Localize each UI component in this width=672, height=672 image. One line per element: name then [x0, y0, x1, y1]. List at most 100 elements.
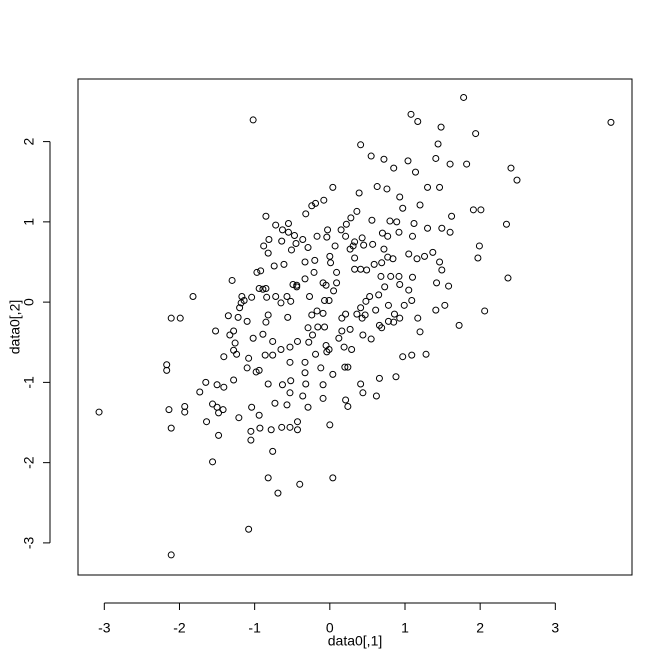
point: [319, 394, 327, 402]
point: [607, 118, 615, 126]
point: [344, 402, 352, 410]
point: [358, 234, 366, 242]
point: [359, 331, 367, 339]
x-tick-label: -2: [173, 620, 186, 636]
point: [357, 380, 365, 388]
point: [384, 232, 392, 240]
point: [396, 314, 404, 322]
y-tick-label: 1: [21, 218, 37, 226]
point: [362, 297, 370, 305]
point: [319, 309, 327, 317]
point: [286, 423, 294, 431]
point: [301, 358, 309, 366]
point: [351, 238, 359, 246]
point: [274, 489, 282, 497]
point: [378, 324, 386, 332]
point: [306, 293, 314, 301]
point: [278, 226, 286, 234]
x-tick-label: -1: [248, 620, 261, 636]
point: [293, 426, 301, 434]
point: [308, 202, 316, 210]
point: [278, 381, 286, 389]
point: [230, 327, 238, 335]
point: [421, 252, 429, 260]
point: [261, 351, 269, 359]
point: [286, 358, 294, 366]
point: [407, 110, 415, 118]
point: [412, 168, 420, 176]
point: [267, 426, 275, 434]
point: [215, 409, 223, 417]
point: [335, 334, 343, 342]
point: [323, 348, 331, 356]
point: [293, 418, 301, 426]
point: [167, 551, 175, 559]
x-tick-label: 2: [476, 620, 484, 636]
point: [326, 252, 334, 260]
point: [228, 276, 236, 284]
point: [226, 331, 234, 339]
point: [353, 310, 361, 318]
point: [390, 318, 398, 326]
point: [325, 345, 333, 353]
point: [176, 314, 184, 322]
point: [463, 160, 471, 168]
point: [331, 242, 339, 250]
point: [326, 421, 334, 429]
point: [383, 185, 391, 193]
point: [330, 287, 338, 295]
point: [395, 228, 403, 236]
point: [372, 306, 380, 314]
point: [378, 229, 386, 237]
point: [424, 183, 432, 191]
point: [377, 272, 385, 280]
point: [348, 345, 356, 353]
point: [390, 310, 398, 318]
point: [290, 232, 298, 240]
point: [346, 325, 354, 333]
point: [504, 274, 512, 282]
point: [302, 380, 310, 388]
point: [233, 350, 241, 358]
point: [429, 248, 437, 256]
point: [399, 353, 407, 361]
point: [309, 331, 317, 339]
point: [502, 220, 510, 228]
point: [375, 291, 383, 299]
point: [434, 140, 442, 148]
point: [312, 350, 320, 358]
point: [277, 299, 285, 307]
point: [220, 353, 228, 361]
point: [404, 157, 412, 165]
point: [313, 307, 321, 315]
point: [212, 327, 220, 335]
point: [405, 250, 413, 258]
point: [319, 381, 327, 389]
point: [293, 281, 301, 289]
point: [220, 383, 228, 391]
point: [196, 388, 204, 396]
point: [363, 266, 371, 274]
point: [264, 380, 272, 388]
point: [249, 334, 257, 342]
point: [386, 217, 394, 225]
point: [469, 206, 477, 214]
point: [338, 327, 346, 335]
point: [367, 152, 375, 160]
point: [209, 400, 217, 408]
point: [438, 266, 446, 274]
point: [287, 246, 295, 254]
point: [436, 258, 444, 266]
point: [414, 118, 422, 126]
point: [481, 307, 489, 315]
point: [380, 245, 388, 253]
point: [264, 249, 272, 257]
point: [262, 284, 270, 292]
point: [408, 351, 416, 359]
point: [283, 293, 291, 301]
point: [257, 267, 265, 275]
point: [234, 313, 242, 321]
point: [308, 311, 316, 319]
